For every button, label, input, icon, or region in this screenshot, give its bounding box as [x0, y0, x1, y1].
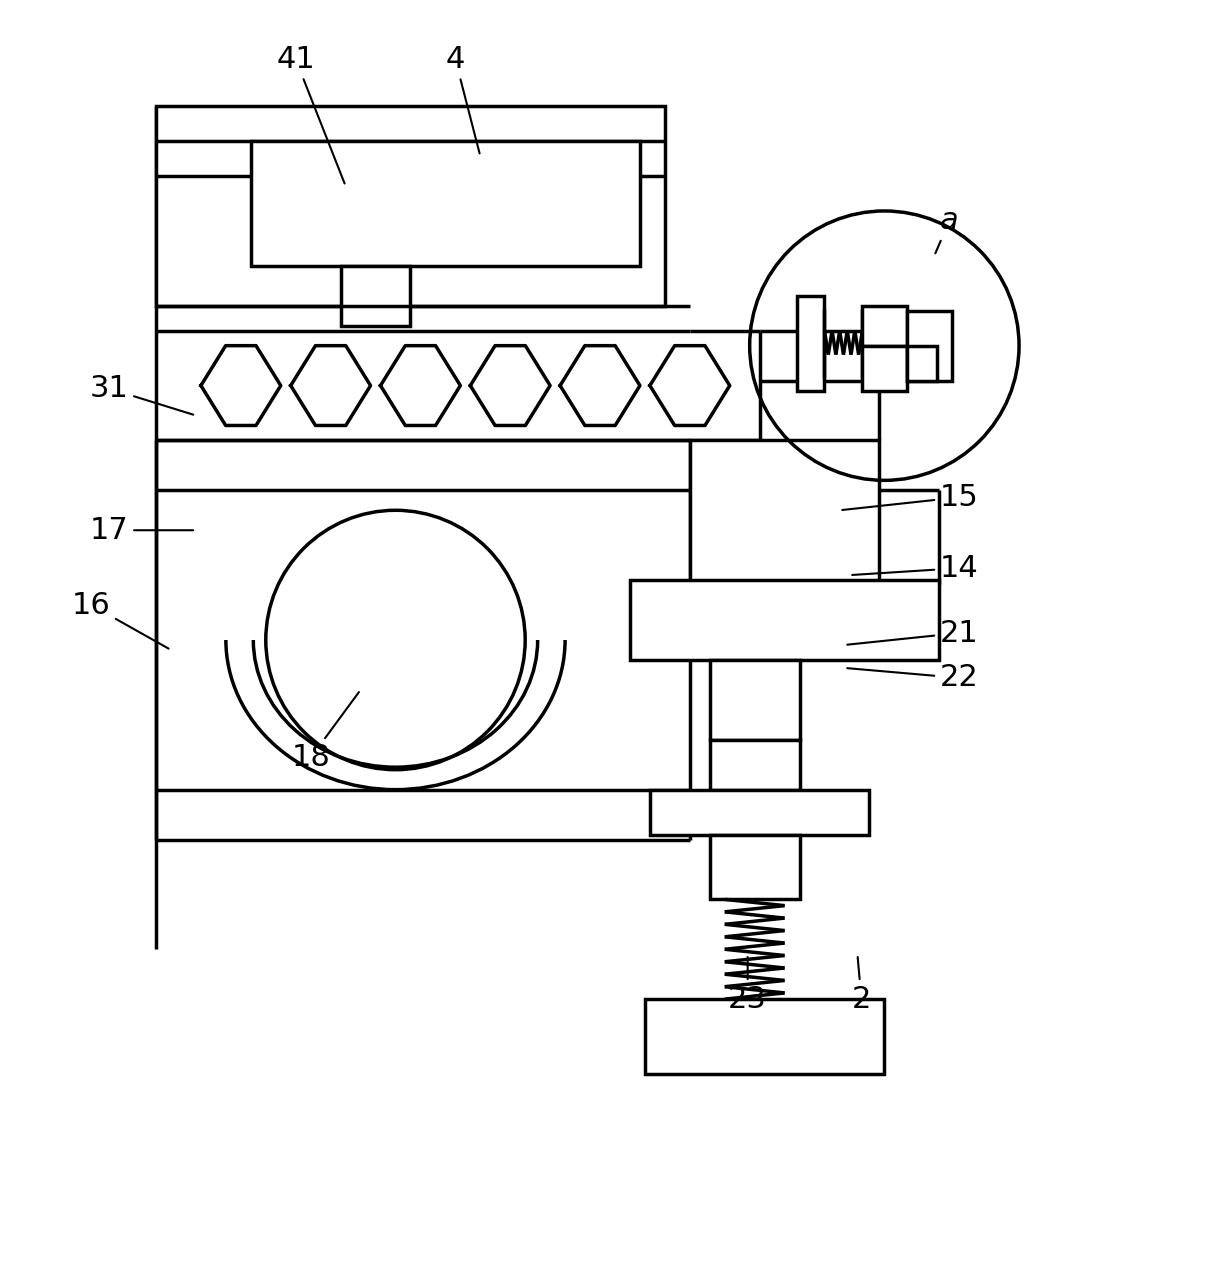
Bar: [630, 581, 939, 659]
Bar: [710, 739, 799, 790]
Text: 23: 23: [728, 957, 767, 1013]
Bar: [907, 311, 952, 380]
Text: 41: 41: [277, 44, 344, 184]
Text: 18: 18: [291, 692, 359, 772]
Bar: [645, 999, 884, 1074]
Bar: [710, 834, 799, 899]
Bar: [251, 141, 640, 266]
Bar: [797, 295, 825, 391]
Text: a: a: [935, 207, 958, 254]
Bar: [690, 440, 879, 640]
Text: 16: 16: [72, 591, 169, 649]
Bar: [710, 659, 799, 739]
Bar: [341, 266, 410, 326]
Text: 15: 15: [842, 483, 979, 512]
Text: 4: 4: [445, 44, 479, 153]
Text: 2: 2: [852, 957, 871, 1013]
Bar: [156, 107, 665, 306]
Bar: [907, 346, 938, 380]
Text: 21: 21: [847, 619, 979, 648]
Text: 17: 17: [90, 516, 193, 545]
Bar: [650, 790, 870, 834]
Text: 14: 14: [853, 554, 979, 583]
Text: 22: 22: [847, 663, 979, 692]
Bar: [862, 306, 907, 346]
Bar: [862, 346, 907, 391]
Text: 31: 31: [90, 374, 193, 415]
